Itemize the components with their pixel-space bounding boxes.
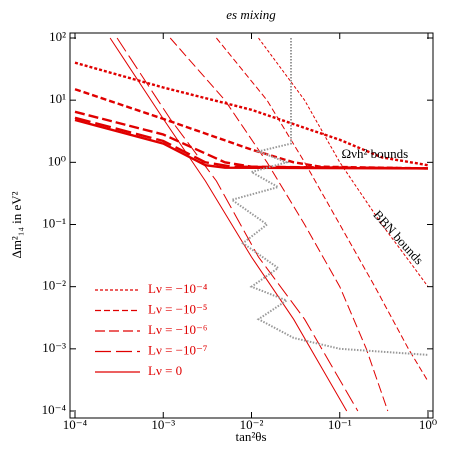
y-tick-label: 10² [49, 29, 66, 44]
bbn-bound-curve [216, 37, 429, 382]
annotation: BBN bounds [370, 207, 426, 267]
reference-curve [229, 38, 429, 356]
omega-bound-curve [74, 116, 429, 170]
legend-label: Lν = 0 [148, 363, 182, 378]
y-tick-label: 10⁰ [48, 153, 66, 168]
bbn-bound-curve [169, 37, 389, 412]
legend-label: Lν = −10⁻⁵ [148, 301, 207, 316]
curves [74, 37, 429, 412]
x-tick-label: 10⁻³ [151, 417, 175, 432]
y-tick-label: 10⁻³ [42, 340, 66, 355]
bbn-bound-curve [109, 37, 348, 412]
x-tick-label: 10⁻⁴ [63, 417, 88, 432]
annotation: Ωνh² bounds [341, 146, 408, 161]
omega-bound-curve [74, 61, 429, 167]
y-tick-label: 10⁻² [42, 278, 66, 293]
legend-label: Lν = −10⁻⁴ [148, 281, 208, 296]
legend-label: Lν = −10⁻⁶ [148, 322, 207, 337]
bbn-bound-curve [116, 37, 359, 412]
omega-bound-curve [74, 118, 429, 170]
x-tick-label: 10⁻² [240, 417, 264, 432]
chart-title: es mixing [226, 7, 276, 22]
y-axis-label: Δm²₁₄ in eV² [9, 191, 24, 258]
x-axis-label: tan²θs [235, 429, 266, 444]
legend-label: Lν = −10⁻⁷ [148, 342, 207, 357]
y-tick-label: 10⁻¹ [42, 215, 66, 230]
y-tick-label: 10⁻⁴ [42, 402, 67, 417]
x-tick-label: 10⁻¹ [328, 417, 352, 432]
bbn-bound-curve [258, 37, 429, 287]
y-tick-label: 10¹ [49, 91, 66, 106]
x-tick-label: 10⁰ [419, 417, 437, 432]
